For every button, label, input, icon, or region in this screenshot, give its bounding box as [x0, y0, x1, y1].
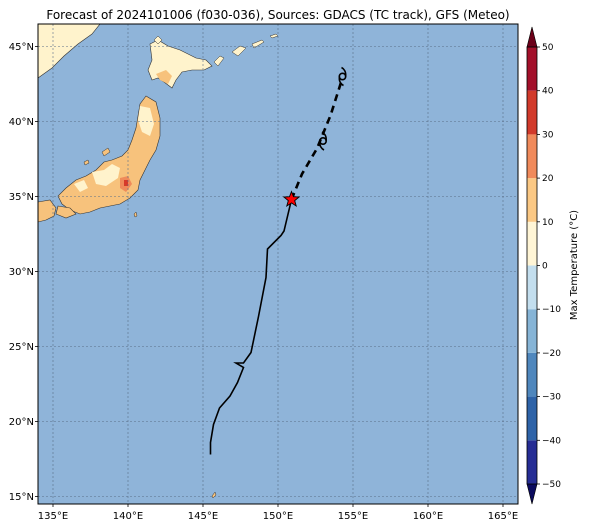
- colorbar: 50 40 30 20 10 0 −10 −20 −30 −40 −50 Max Temperatu…: [526, 26, 580, 505]
- cyclone-symbol-icon: [338, 66, 347, 87]
- storm-symbols: [318, 66, 347, 151]
- colorbar-tick-label: 40: [542, 87, 554, 97]
- colorbar-bin: [527, 352, 537, 397]
- colorbar-tick-label: −40: [542, 436, 561, 446]
- longitude-tick-label: 140°E: [113, 511, 143, 522]
- hokkaido-warm-patch: [156, 70, 172, 84]
- kuril-island-3: [251, 39, 265, 49]
- shikoku-island: [55, 205, 77, 219]
- colorbar-tick-label: 10: [542, 218, 554, 228]
- colorbar-label: Max Temperature (°C): [569, 210, 580, 320]
- longitude-tick-label: 135°E: [38, 511, 68, 522]
- colorbar-extend-min: [526, 483, 538, 505]
- latitude-tick-label: 20°N: [9, 417, 34, 428]
- longitude-tick-label: 155°E: [338, 511, 368, 522]
- latitude-tick-label: 40°N: [9, 117, 34, 128]
- map-gridlines: [38, 24, 518, 504]
- sado-island: [101, 147, 111, 157]
- sakhalin-tip: [153, 35, 163, 45]
- longitude-ticks: 135°E 140°E 145°E 150°E 155°E 160°E 165°E: [38, 504, 518, 522]
- latitude-tick-label: 45°N: [9, 42, 34, 53]
- latitude-tick-label: 35°N: [9, 192, 34, 203]
- honshu-cool-patch-central: [92, 164, 120, 186]
- colorbar-extend-max: [526, 26, 538, 48]
- latitude-tick-label: 25°N: [9, 342, 34, 353]
- colorbar-ticks: 50 40 30 20 10 0 −10 −20 −30 −40 −50: [537, 43, 561, 490]
- mainland-landmass: [38, 24, 101, 79]
- honshu-cool-patch-west: [74, 180, 88, 192]
- longitude-tick-label: 145°E: [188, 511, 218, 522]
- observed-track-line: [209, 199, 293, 455]
- colorbar-tick-label: −50: [542, 480, 561, 490]
- colorbar-bin: [527, 47, 537, 91]
- figure-title: Forecast of 2024101006 (f030-036), Sourc…: [46, 8, 509, 22]
- colorbar-bins: [526, 26, 538, 505]
- colorbar-bin: [527, 396, 537, 441]
- longitude-tick-label: 165°E: [488, 511, 518, 522]
- cyclone-symbol-icon: [318, 131, 328, 151]
- colorbar-tick-label: −30: [542, 393, 561, 403]
- honshu-cool-patch-north: [138, 106, 154, 136]
- kuril-island-2: [231, 45, 247, 57]
- current-position-star-icon: [282, 190, 301, 208]
- honshu-warm-patch-max: [124, 180, 128, 186]
- latitude-tick-label: 30°N: [9, 267, 34, 278]
- map-panel: 135°E 140°E 145°E 150°E 155°E 160°E 165°E 15°N…: [9, 23, 519, 522]
- colorbar-tick-label: 50: [542, 43, 554, 53]
- kyushu-island: [38, 199, 57, 223]
- kuril-island-1: [213, 55, 225, 67]
- bonin-island: [211, 491, 217, 499]
- storm-track: [209, 66, 347, 455]
- longitude-tick-label: 150°E: [263, 511, 293, 522]
- latitude-tick-label: 15°N: [9, 492, 34, 503]
- colorbar-bin: [527, 178, 537, 222]
- colorbar-tick-label: −20: [542, 349, 561, 359]
- forecast-track-line: [290, 82, 343, 200]
- colorbar-bin: [527, 440, 537, 484]
- colorbar-tick-label: −10: [542, 305, 561, 315]
- oki-island: [83, 159, 90, 166]
- colorbar-bin: [527, 309, 537, 353]
- colorbar-bin: [527, 221, 537, 266]
- izu-island: [133, 211, 138, 218]
- colorbar-tick-label: 0: [542, 262, 548, 272]
- colorbar-bin: [527, 90, 537, 135]
- colorbar-bin: [527, 265, 537, 310]
- longitude-tick-label: 160°E: [413, 511, 443, 522]
- colorbar-bin: [527, 134, 537, 179]
- land-layer: [38, 24, 279, 499]
- colorbar-tick-label: 30: [542, 130, 554, 140]
- colorbar-tick-label: 20: [542, 174, 554, 184]
- latitude-ticks: 15°N 20°N 25°N 30°N 35°N 40°N 45°N: [9, 42, 38, 503]
